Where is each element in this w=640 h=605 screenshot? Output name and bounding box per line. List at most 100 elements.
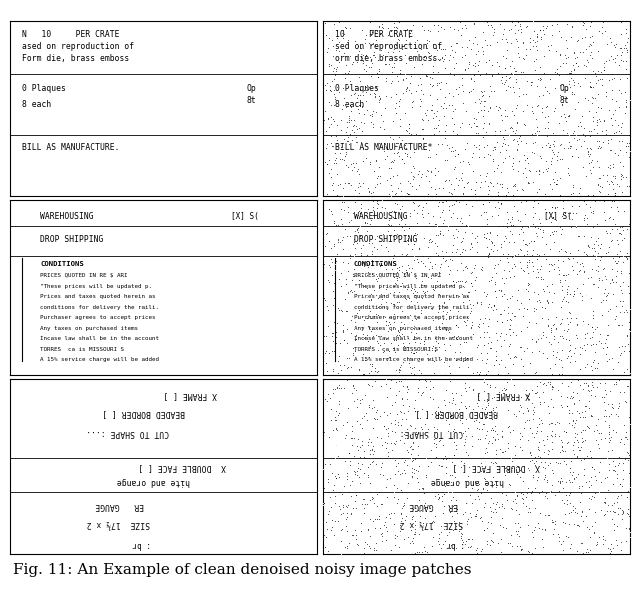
Point <box>614 246 625 255</box>
Point <box>352 364 362 373</box>
Point <box>529 388 540 398</box>
Point <box>432 45 442 55</box>
Point <box>527 147 537 157</box>
Point <box>598 540 608 549</box>
Point <box>334 258 344 267</box>
Point <box>476 510 486 520</box>
Point <box>595 405 605 414</box>
Point <box>440 120 450 130</box>
Point <box>357 103 367 113</box>
Point <box>501 467 511 477</box>
Point <box>361 97 371 106</box>
Point <box>552 298 563 308</box>
Point <box>381 92 391 102</box>
Point <box>381 449 391 459</box>
Point <box>527 312 538 322</box>
Point <box>582 143 592 153</box>
Point <box>404 506 415 515</box>
Point <box>588 86 598 96</box>
Point <box>476 105 486 115</box>
Point <box>480 456 490 466</box>
Point <box>540 524 550 534</box>
Point <box>480 288 490 298</box>
Point <box>435 301 445 310</box>
Point <box>481 396 492 406</box>
Point <box>588 37 598 47</box>
Point <box>498 96 508 105</box>
Point <box>611 127 621 137</box>
Point <box>557 256 568 266</box>
Point <box>491 328 501 338</box>
Point <box>563 253 573 263</box>
Point <box>331 473 341 483</box>
Point <box>390 390 401 400</box>
Point <box>533 505 543 515</box>
Point <box>323 348 333 358</box>
Point <box>595 116 605 125</box>
Point <box>614 459 624 468</box>
Point <box>532 296 542 306</box>
Point <box>422 286 432 296</box>
Point <box>506 221 516 231</box>
Point <box>497 73 508 82</box>
Point <box>502 387 513 396</box>
Point <box>566 485 576 494</box>
Point <box>586 92 596 102</box>
Point <box>580 407 590 416</box>
Point <box>581 324 591 334</box>
Point <box>444 270 454 280</box>
Point <box>581 108 591 117</box>
Point <box>383 144 393 154</box>
Point <box>499 360 509 370</box>
Point <box>484 40 495 50</box>
Point <box>392 413 402 422</box>
Point <box>325 312 335 321</box>
Point <box>606 470 616 480</box>
Point <box>482 151 492 161</box>
Point <box>599 65 609 75</box>
Point <box>364 364 374 373</box>
Point <box>514 470 524 480</box>
Point <box>390 427 400 437</box>
Point <box>420 168 431 177</box>
Point <box>449 164 459 174</box>
Point <box>375 120 385 130</box>
Point <box>484 343 495 353</box>
Point <box>411 414 421 424</box>
Point <box>452 508 463 517</box>
Point <box>505 339 515 349</box>
Point <box>605 506 615 516</box>
Point <box>523 129 533 139</box>
Point <box>539 125 549 134</box>
Point <box>352 57 362 67</box>
Point <box>407 472 417 482</box>
Point <box>529 129 540 139</box>
Point <box>345 51 355 60</box>
Point <box>586 286 596 295</box>
Point <box>492 413 502 422</box>
Point <box>394 477 404 487</box>
Point <box>380 471 390 480</box>
Point <box>358 451 369 461</box>
Point <box>401 35 412 45</box>
Text: hite and orange: hite and orange <box>431 477 504 486</box>
Point <box>391 22 401 32</box>
Point <box>412 92 422 102</box>
Point <box>469 511 479 520</box>
Point <box>401 461 411 471</box>
Point <box>458 509 468 518</box>
Point <box>344 460 355 469</box>
Point <box>331 433 341 443</box>
Point <box>575 342 586 352</box>
Point <box>611 257 621 266</box>
Point <box>408 323 418 333</box>
Point <box>483 348 493 358</box>
Point <box>411 329 421 338</box>
Point <box>389 519 399 529</box>
Point <box>438 454 449 464</box>
Point <box>503 214 513 223</box>
Point <box>349 304 359 314</box>
Point <box>464 290 474 300</box>
Point <box>527 548 538 558</box>
Point <box>527 505 538 515</box>
